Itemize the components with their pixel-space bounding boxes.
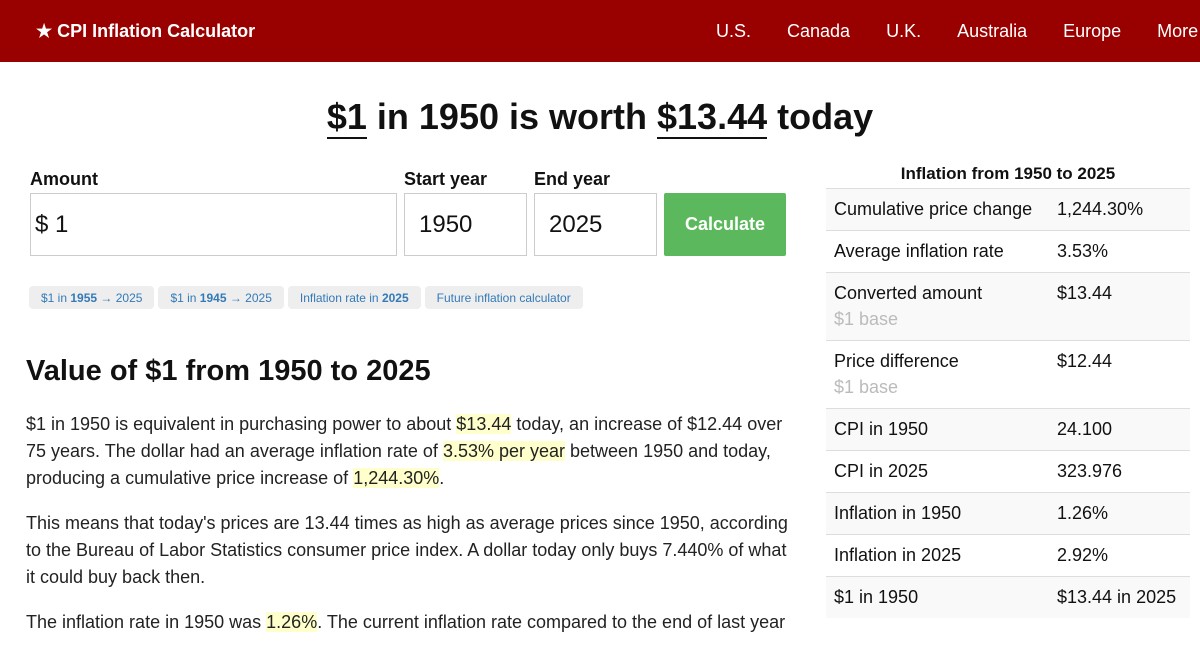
start-year-label: Start year — [404, 169, 488, 189]
related-links: $1 in 1955 → 2025 $1 in 1945 → 2025 Infl… — [29, 286, 583, 309]
row-label: Inflation in 2025 — [834, 545, 962, 565]
nav-australia[interactable]: Australia — [957, 20, 1028, 41]
summary-title: Inflation from 1950 to 2025 — [900, 164, 1116, 183]
article-body: $1 in 1950 is equivalent in purchasing p… — [26, 411, 796, 654]
section-title: Value of $1 from 1950 to 2025 — [26, 355, 431, 387]
row-label: Price difference — [834, 351, 959, 371]
paragraph-1: $1 in 1950 is equivalent in purchasing p… — [26, 414, 783, 488]
summary-row: Cumulative price change 1,244.30% — [826, 188, 1190, 230]
row-label: Converted amount — [834, 283, 983, 303]
row-value: 2.92% — [1057, 545, 1109, 565]
start-year-input[interactable]: 1950 — [404, 193, 527, 256]
row-label: $1 in 1950 — [834, 587, 919, 607]
nav-us[interactable]: U.S. — [716, 20, 752, 41]
row-value: 24.100 — [1057, 419, 1113, 439]
row-sublabel: $1 base — [834, 377, 899, 397]
row-value: $12.44 — [1057, 351, 1113, 371]
row-label: Cumulative price change — [834, 199, 1033, 219]
summary-row: Inflation in 1950 1.26% — [826, 492, 1190, 534]
summary-row: Converted amount $1 base $13.44 — [826, 272, 1190, 340]
row-label: Average inflation rate — [834, 241, 1004, 261]
nav-canada[interactable]: Canada — [787, 20, 851, 41]
site-logo-link[interactable]: ★ CPI Inflation Calculator — [36, 20, 256, 41]
top-navbar: ★ CPI Inflation Calculator U.S. Canada U… — [0, 0, 1200, 62]
nav-more[interactable]: More — [1157, 20, 1199, 41]
paragraph-3: The inflation rate in 1950 was 1.26%. Th… — [26, 612, 786, 632]
summary-row: CPI in 2025 323.976 — [826, 450, 1190, 492]
paragraph-2: This means that today's prices are 13.44… — [26, 513, 788, 587]
row-label: CPI in 1950 — [834, 419, 929, 439]
amount-label: Amount — [30, 169, 98, 189]
nav-links: U.S. Canada U.K. Australia Europe More — [716, 0, 1200, 62]
row-value: 1.26% — [1057, 503, 1109, 523]
summary-row: Average inflation rate 3.53% — [826, 230, 1190, 272]
row-label: Inflation in 1950 — [834, 503, 962, 523]
calculate-button[interactable]: Calculate — [664, 193, 786, 256]
chip-1945[interactable]: $1 in 1945 → 2025 — [158, 286, 284, 309]
summary-row: $1 in 1950 $13.44 in 2025 — [826, 576, 1190, 618]
amount-input[interactable]: $ 1 — [30, 193, 397, 256]
page-title: $1 in 1950 is worth $13.44 today — [326, 96, 874, 139]
row-value: 323.976 — [1057, 461, 1123, 481]
summary-row: CPI in 1950 24.100 — [826, 408, 1190, 450]
row-sublabel: $1 base — [834, 309, 899, 329]
end-year-input[interactable]: 2025 — [534, 193, 657, 256]
end-year-label: End year — [534, 169, 611, 189]
summary-row: Price difference $1 base $12.44 — [826, 340, 1190, 408]
nav-europe[interactable]: Europe — [1063, 20, 1122, 41]
chip-inflation-rate-2025[interactable]: Inflation rate in 2025 — [287, 286, 421, 309]
chip-future-calculator[interactable]: Future inflation calculator — [424, 286, 583, 309]
row-label: CPI in 2025 — [834, 461, 929, 481]
row-value: $13.44 in 2025 — [1057, 587, 1177, 607]
row-value: $13.44 — [1057, 283, 1113, 303]
chip-1955[interactable]: $1 in 1955 → 2025 — [29, 286, 155, 309]
row-value: 3.53% — [1057, 241, 1109, 261]
nav-uk[interactable]: U.K. — [886, 20, 922, 41]
summary-table: Inflation from 1950 to 2025 Cumulative p… — [826, 164, 1190, 618]
summary-row: Inflation in 2025 2.92% — [826, 534, 1190, 576]
row-value: 1,244.30% — [1057, 199, 1144, 219]
